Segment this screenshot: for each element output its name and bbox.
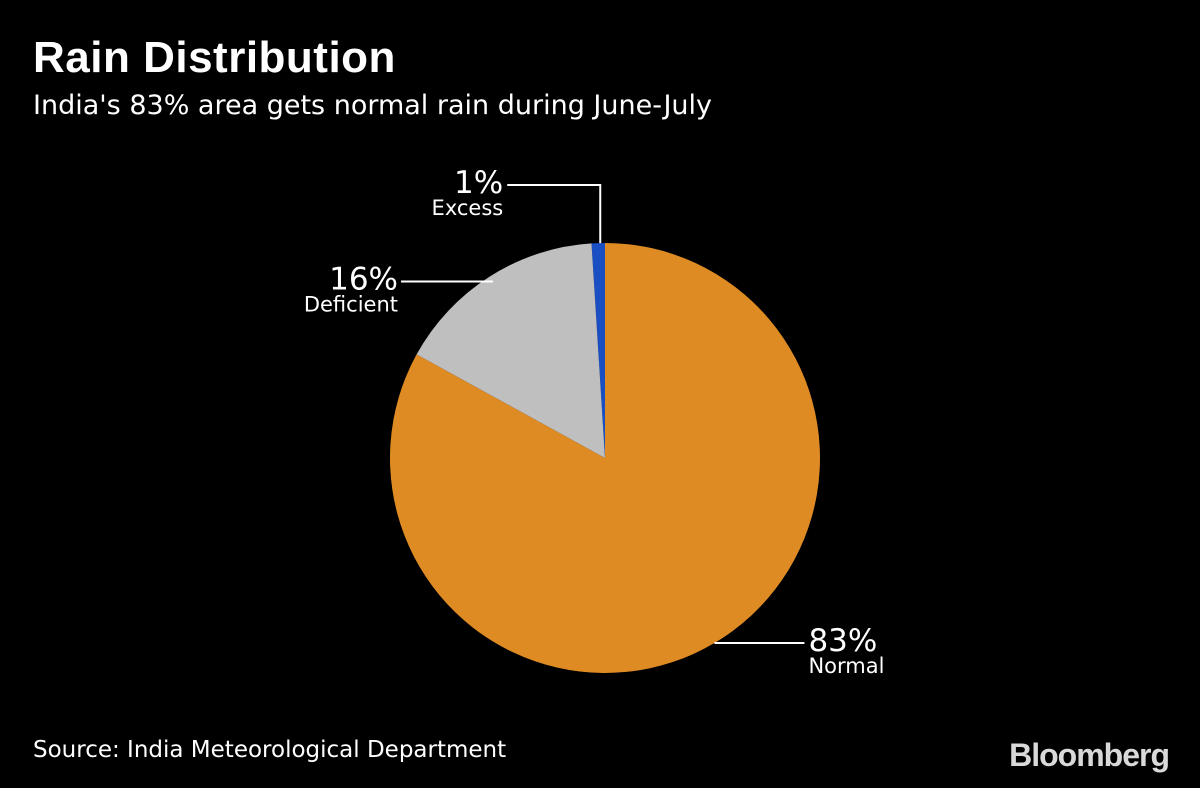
pie-slice-deficient xyxy=(416,243,605,458)
leader-lines xyxy=(401,184,805,645)
slice-labels: 1%Excess 83%Normal 16%Deficient xyxy=(304,165,885,678)
chart-subtitle: India's 83% area gets normal rain during… xyxy=(33,90,713,121)
slice-label-deficient: Deficient xyxy=(304,293,398,317)
slice-label-normal: Normal xyxy=(808,654,884,678)
leader-line-excess xyxy=(507,184,602,244)
bloomberg-logo: Bloomberg xyxy=(1009,737,1170,773)
pie-slice-normal xyxy=(389,243,820,673)
pie-slices xyxy=(389,242,820,673)
slice-value-excess: 1% xyxy=(454,165,503,201)
source-note: Source: India Meteorological Department xyxy=(33,737,507,763)
slice-value-normal: 83% xyxy=(808,623,877,659)
pie-slice-excess xyxy=(591,242,605,458)
slice-value-deficient: 16% xyxy=(329,262,398,298)
chart-title: Rain Distribution xyxy=(33,33,396,82)
slice-label-excess: Excess xyxy=(432,196,504,220)
